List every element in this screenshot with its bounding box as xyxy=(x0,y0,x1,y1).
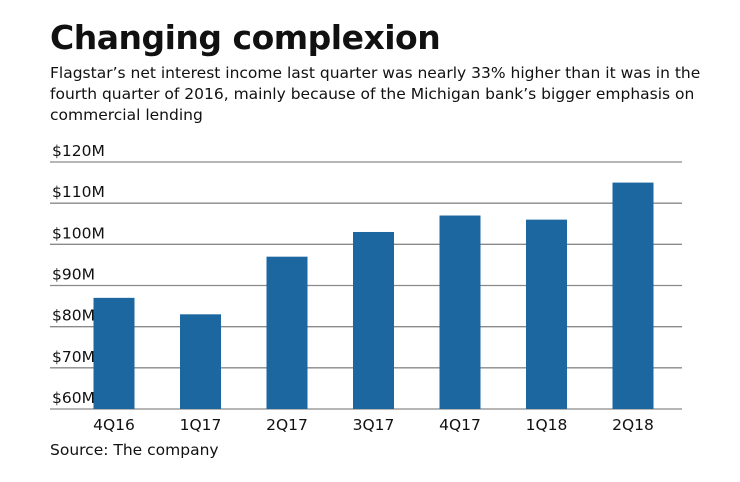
bar-2Q17 xyxy=(266,256,308,409)
bar-1Q17 xyxy=(180,314,221,409)
bar-1Q18 xyxy=(526,219,567,409)
y-tick-label: $60M xyxy=(52,389,95,407)
x-tick-label: 2Q18 xyxy=(612,416,654,434)
x-tick-label: 1Q18 xyxy=(526,416,568,434)
x-tick-label: 1Q17 xyxy=(180,416,222,434)
source-note: Source: The company xyxy=(50,441,219,459)
y-tick-label: $110M xyxy=(52,183,105,201)
bar-4Q17 xyxy=(439,215,481,409)
y-tick-label: $120M xyxy=(52,142,105,160)
y-tick-label: $100M xyxy=(52,224,105,242)
chart-title: Changing complexion xyxy=(50,18,441,57)
y-tick-label: $80M xyxy=(52,307,95,325)
x-tick-label: 4Q16 xyxy=(93,416,135,434)
bar-3Q17 xyxy=(353,231,394,409)
chart-subtitle: Flagstar’s net interest income last quar… xyxy=(50,64,701,124)
y-tick-label: $70M xyxy=(52,348,95,366)
x-tick-label: 2Q17 xyxy=(266,416,308,434)
y-tick-label: $90M xyxy=(52,266,95,284)
x-tick-label: 3Q17 xyxy=(353,416,395,434)
bar-2Q18 xyxy=(612,182,654,409)
bar-4Q16 xyxy=(93,297,135,409)
x-tick-label: 4Q17 xyxy=(439,416,481,434)
